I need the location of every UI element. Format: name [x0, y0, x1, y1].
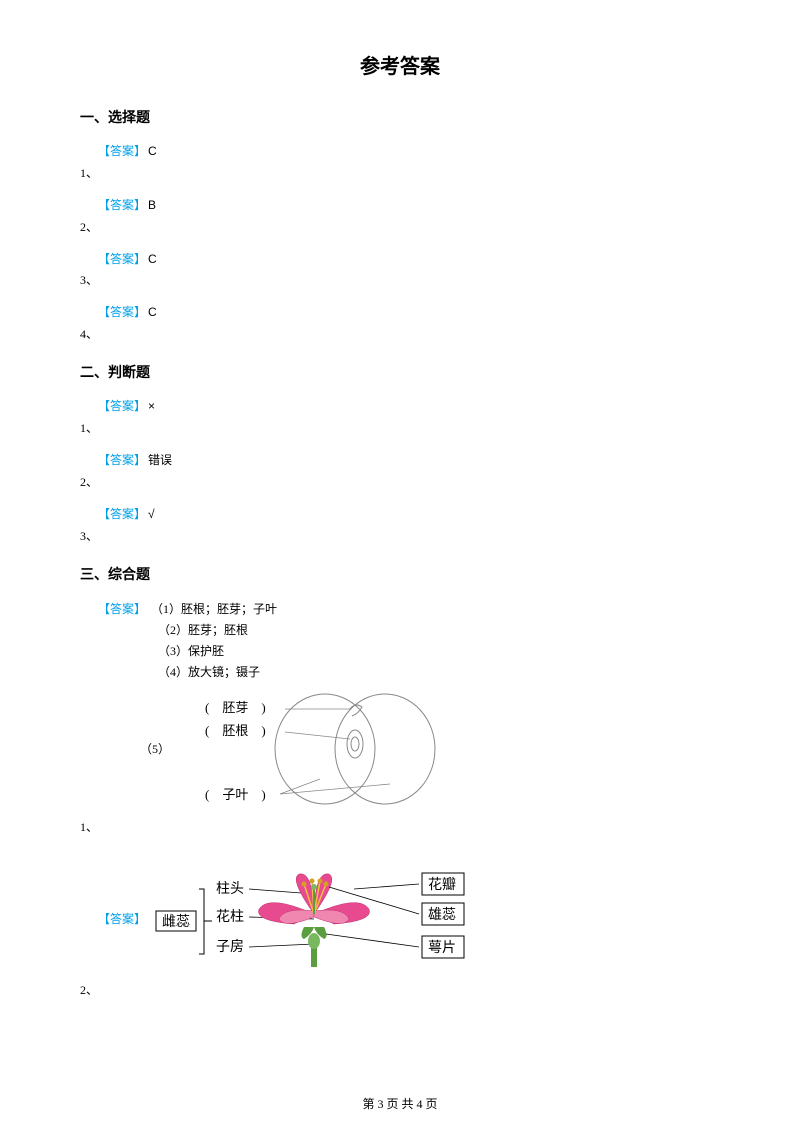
section1-heading: 一、选择题 [80, 107, 720, 127]
answer-value: B [148, 197, 156, 214]
seed-diagram: ( 胚芽 ) ( 胚根 ) ( 子叶 ) [190, 684, 450, 814]
page-title: 参考答案 [80, 50, 720, 79]
answer-label: 【答案】 [98, 602, 146, 616]
answer-line: （2）胚芽；胚根 [158, 621, 720, 638]
section3-heading: 三、综合题 [80, 564, 720, 584]
answer-label: 【答案】 [98, 910, 146, 927]
answer-label: 【答案】 [98, 143, 146, 160]
item-number: 2、 [80, 218, 720, 235]
item-number: 4、 [80, 325, 720, 342]
item-number: 3、 [80, 271, 720, 288]
svg-text:花瓣: 花瓣 [428, 877, 456, 893]
flower-row: 【答案】 雌蕊 柱头 花柱 子房 [98, 859, 720, 979]
q1-2-group: 【答案】 B 2、 [80, 197, 720, 235]
answer-label: 【答案】 [98, 304, 146, 321]
section2-heading: 二、判断题 [80, 362, 720, 382]
svg-text:柱头: 柱头 [216, 881, 244, 897]
answer-line: （3）保护胚 [158, 642, 720, 659]
svg-text:雌蕊: 雌蕊 [162, 914, 190, 930]
page-footer: 第 3 页 共 4 页 [0, 1095, 800, 1112]
answer-label: 【答案】 [98, 197, 146, 214]
answer-line: （1）胚根；胚芽；子叶 [151, 602, 277, 616]
item-number: 1、 [80, 419, 720, 436]
svg-text:( 胚芽 ): ( 胚芽 ) [205, 700, 266, 715]
svg-text:花柱: 花柱 [216, 909, 244, 925]
svg-text:雄蕊: 雄蕊 [428, 907, 456, 923]
q3-1-answers: 【答案】 （1）胚根；胚芽；子叶 （2）胚芽；胚根 （3）保护胚 （4）放大镜；… [98, 600, 720, 680]
q1-3-group: 【答案】 C 3、 [80, 251, 720, 289]
answer-label: 【答案】 [98, 452, 146, 469]
answer-value: C [148, 251, 157, 268]
item-number: 3、 [80, 527, 720, 544]
answer-label: 【答案】 [98, 506, 146, 523]
answer-line: （4）放大镜；镊子 [158, 663, 720, 680]
item-number: 2、 [80, 981, 720, 998]
q1-4-group: 【答案】 C 4、 [80, 304, 720, 342]
flower-diagram: 雌蕊 柱头 花柱 子房 [154, 859, 514, 979]
svg-text:( 胚根 ): ( 胚根 ) [205, 723, 266, 738]
svg-text:萼片: 萼片 [428, 940, 456, 956]
item-number: 1、 [80, 818, 720, 835]
answer-value: C [148, 304, 157, 321]
q2-1-group: 【答案】 × 1、 [80, 398, 720, 436]
answer-label: 【答案】 [98, 251, 146, 268]
svg-text:( 子叶 ): ( 子叶 ) [205, 787, 266, 802]
answer-label: 【答案】 [98, 398, 146, 415]
q1-1-group: 【答案】 C 1、 [80, 143, 720, 181]
answer-value: √ [148, 506, 155, 523]
svg-text:子房: 子房 [216, 939, 244, 955]
answer-value: 错误 [148, 452, 172, 469]
item-number: 1、 [80, 164, 720, 181]
answer-value: C [148, 143, 157, 160]
q2-3-group: 【答案】 √ 3、 [80, 506, 720, 544]
diagram-number: （5） [140, 740, 170, 757]
item-number: 2、 [80, 473, 720, 490]
seed-diagram-row: （5） ( 胚芽 ) ( 胚根 ) ( 子叶 ) [140, 684, 720, 814]
q2-2-group: 【答案】 错误 2、 [80, 452, 720, 490]
answer-value: × [148, 398, 155, 415]
